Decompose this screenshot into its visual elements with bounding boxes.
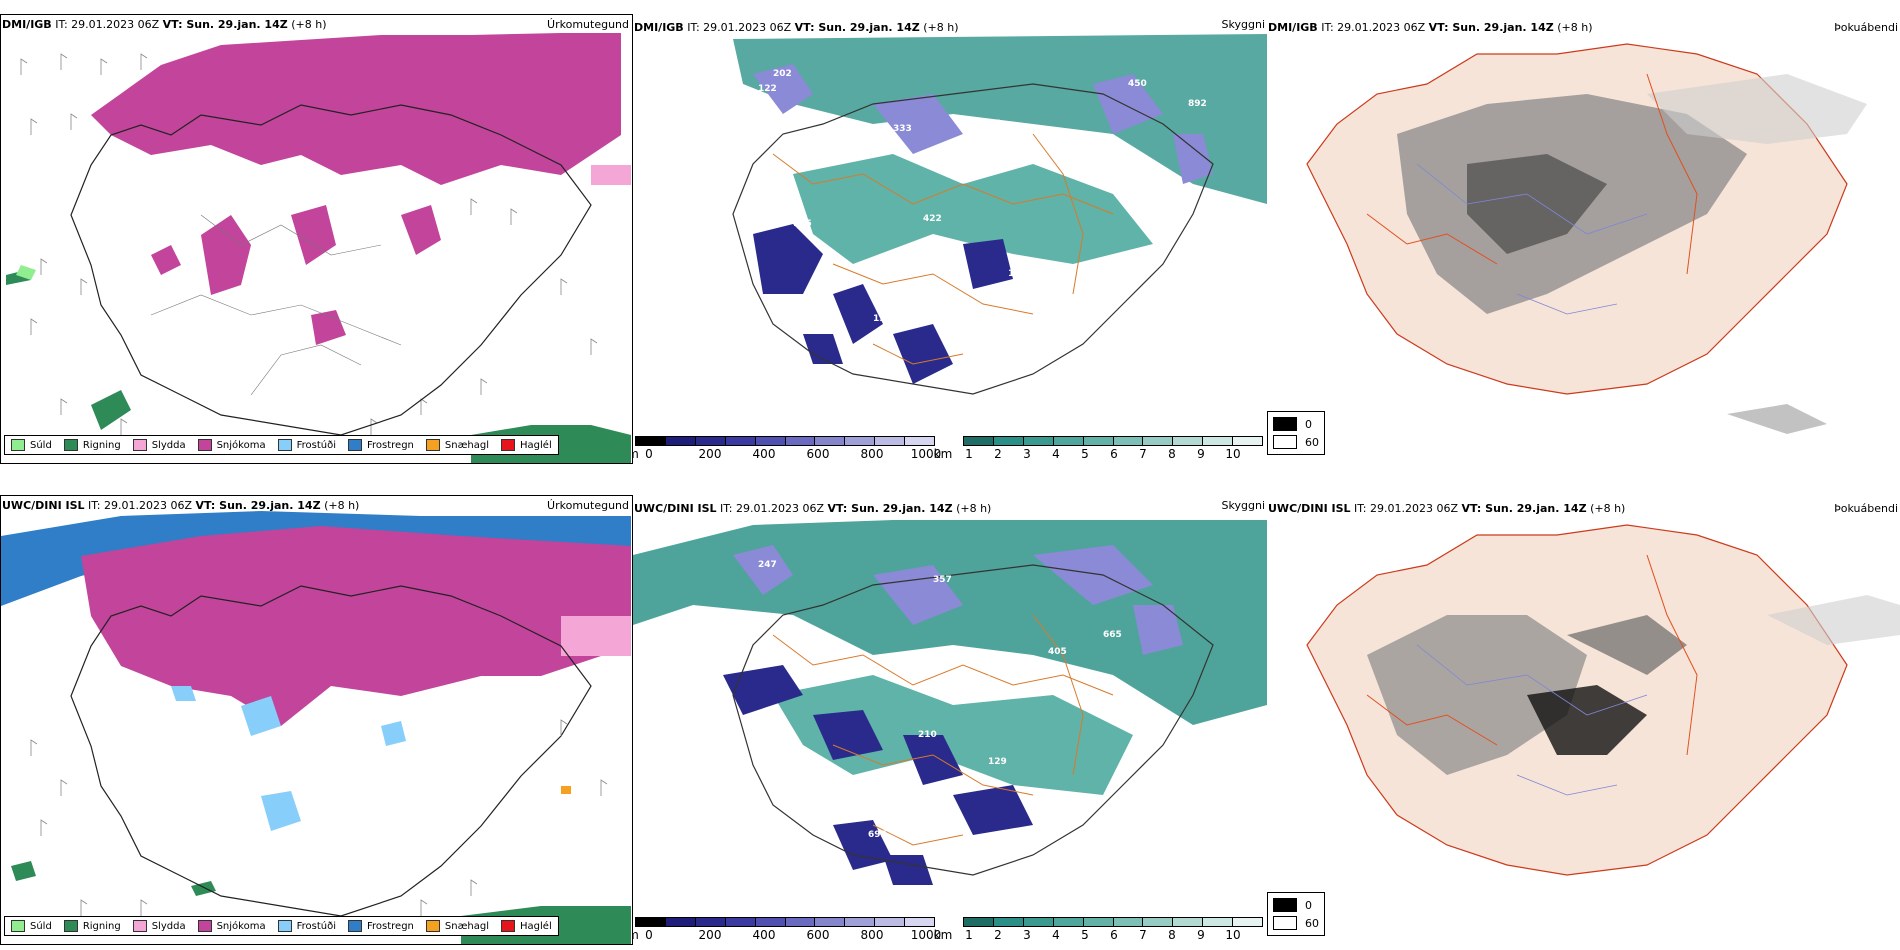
- row1-panel-ptype: DMI/IGB IT: 29.01.2023 06Z VT: Sun. 29.j…: [0, 14, 633, 464]
- row1-panel-fog: DMI/IGB IT: 29.01.2023 06Z VT: Sun. 29.j…: [1267, 14, 1900, 464]
- legend-item: Súld: [11, 920, 52, 932]
- legend-item: Haglél: [501, 439, 552, 451]
- spot-value: 247: [758, 560, 777, 570]
- legend-item: Snjókoma: [197, 439, 266, 451]
- precip-type-map: [6, 33, 631, 463]
- panel-header: DMI/IGB IT: 29.01.2023 06Z VT: Sun. 29.j…: [634, 21, 959, 34]
- spot-value: 129: [988, 757, 1007, 767]
- legend-item: Frostregn: [348, 439, 414, 451]
- legend-item: Slydda: [132, 439, 186, 451]
- spot-value: 422: [923, 214, 942, 224]
- spot-value: 122: [758, 84, 777, 94]
- legend-item: Slydda: [132, 920, 186, 932]
- iceland-outline: [70, 104, 592, 436]
- spot-value: 229: [983, 119, 1002, 129]
- legend-item: Frostúði: [277, 920, 336, 932]
- spot-value: 105: [793, 219, 812, 229]
- ptype-legend: Súld Rigning Slydda Snjókoma Frostúði Fr…: [4, 916, 559, 936]
- row1-panel-visibility: DMI/IGB IT: 29.01.2023 06Z VT: Sun. 29.j…: [633, 14, 1267, 464]
- spot-value: 665: [1103, 630, 1122, 640]
- ptype-legend: Súld Rigning Slydda Snjókoma Frostúði Fr…: [4, 435, 559, 455]
- elevation-colorbar: m 0 200 400 600 800 1000: [633, 436, 941, 461]
- spot-value: 695: [868, 830, 887, 840]
- spot-value: 357: [933, 575, 952, 585]
- row2-panel-visibility: UWC/DINI ISL IT: 29.01.2023 06Z VT: Sun.…: [633, 495, 1267, 945]
- legend-item: Haglél: [501, 920, 552, 932]
- spot-value: 210: [918, 730, 937, 740]
- spot-value: 137: [873, 314, 892, 324]
- spot-value: 75: [893, 785, 906, 795]
- panel-type-title: Skyggni: [1221, 499, 1265, 512]
- elevation-colorbar: m 0 200 400 600 800 1000: [633, 917, 941, 942]
- visibility-map: [732, 34, 1267, 395]
- spot-value: 201: [973, 675, 992, 685]
- panel-header: UWC/DINI ISL IT: 29.01.2023 06Z VT: Sun.…: [1268, 502, 1626, 515]
- spot-value: 333: [893, 124, 912, 134]
- precip-type-map: [1, 511, 631, 944]
- spot-value: 892: [1188, 99, 1207, 109]
- legend-item: Súld: [11, 439, 52, 451]
- panel-type-title: Úrkomutegund: [547, 499, 629, 512]
- spot-value: 668: [798, 630, 817, 640]
- panel-type-title: Þokuábendi: [1834, 502, 1898, 515]
- visibility-colorbar: km 1 2 3 4 5 6 7 8 9 10: [934, 436, 1263, 461]
- legend-item: Rigning: [63, 439, 121, 451]
- visibility-colorbar: km 1 2 3 4 5 6 7 8 9 10: [934, 917, 1263, 942]
- legend-item: Frostúði: [277, 439, 336, 451]
- spot-value: 450: [1128, 79, 1147, 89]
- panel-type-title: Úrkomutegund: [547, 18, 629, 31]
- spot-value: 288: [923, 289, 942, 299]
- panel-type-title: Skyggni: [1221, 18, 1265, 31]
- legend-item: Frostregn: [348, 920, 414, 932]
- row2-panel-fog: UWC/DINI ISL IT: 29.01.2023 06Z VT: Sun.…: [1267, 495, 1900, 945]
- legend-item: Snæhagl: [425, 439, 489, 451]
- fog-indicator-map: [1306, 43, 1867, 434]
- visibility-map: [633, 520, 1267, 885]
- wind-barbs: [20, 53, 598, 435]
- spot-value: 405: [1048, 647, 1067, 657]
- fog-legend: 0 60: [1267, 411, 1325, 455]
- fog-indicator-map: [1306, 524, 1900, 876]
- legend-item: Rigning: [63, 920, 121, 932]
- fog-legend: 0 60: [1267, 892, 1325, 936]
- panel-header: UWC/DINI ISL IT: 29.01.2023 06Z VT: Sun.…: [634, 502, 992, 515]
- panel-header: DMI/IGB IT: 29.01.2023 06Z VT: Sun. 29.j…: [1268, 21, 1593, 34]
- snow-areas: [91, 33, 621, 345]
- spot-value: 222: [1088, 416, 1107, 426]
- spot-value: 128: [1008, 269, 1027, 279]
- spot-value: 202: [773, 69, 792, 79]
- legend-item: Snæhagl: [425, 920, 489, 932]
- legend-item: Snjókoma: [197, 920, 266, 932]
- panel-header: UWC/DINI ISL IT: 29.01.2023 06Z VT: Sun.…: [2, 499, 360, 512]
- row2-panel-ptype: UWC/DINI ISL IT: 29.01.2023 06Z VT: Sun.…: [0, 495, 633, 945]
- panel-type-title: Þokuábendi: [1834, 21, 1898, 34]
- panel-header: DMI/IGB IT: 29.01.2023 06Z VT: Sun. 29.j…: [2, 18, 327, 31]
